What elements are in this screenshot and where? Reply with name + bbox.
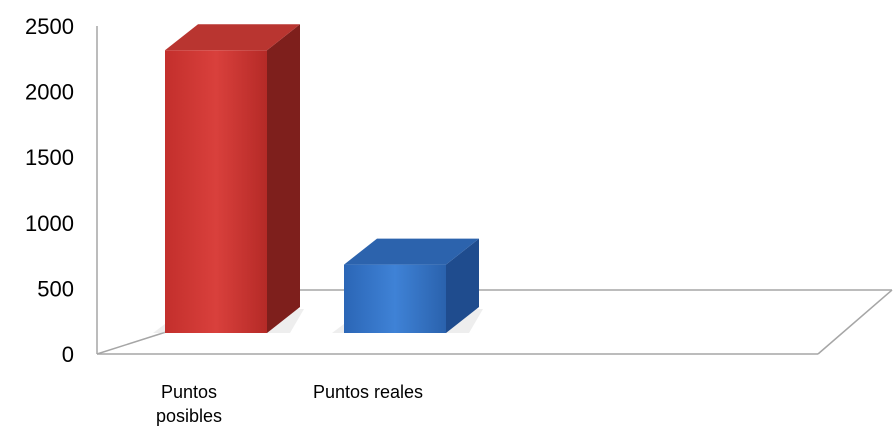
x-axis-labels: Puntos posibles Puntos reales <box>156 382 423 426</box>
bar-top <box>165 24 300 51</box>
bar-front <box>344 264 446 333</box>
x-tick-label: Puntos posibles <box>156 382 222 426</box>
y-tick-label: 1000 <box>25 211 74 236</box>
bar-side <box>446 238 479 333</box>
y-tick-label: 1500 <box>25 145 74 170</box>
bar-side <box>267 24 300 334</box>
floor-right-edge <box>817 289 893 355</box>
bars <box>153 24 483 334</box>
bar-2 <box>332 238 483 333</box>
bar-top <box>344 238 479 265</box>
y-axis-ticks: 0 500 1000 1500 2000 2500 <box>25 14 74 367</box>
y-tick-label: 2000 <box>25 80 74 105</box>
y-tick-label: 500 <box>37 276 74 301</box>
y-tick-label: 2500 <box>25 14 74 39</box>
bar-front <box>165 50 267 334</box>
y-tick-label: 0 <box>62 342 74 367</box>
bar-1 <box>153 24 304 334</box>
x-tick-label: Puntos reales <box>313 382 423 402</box>
